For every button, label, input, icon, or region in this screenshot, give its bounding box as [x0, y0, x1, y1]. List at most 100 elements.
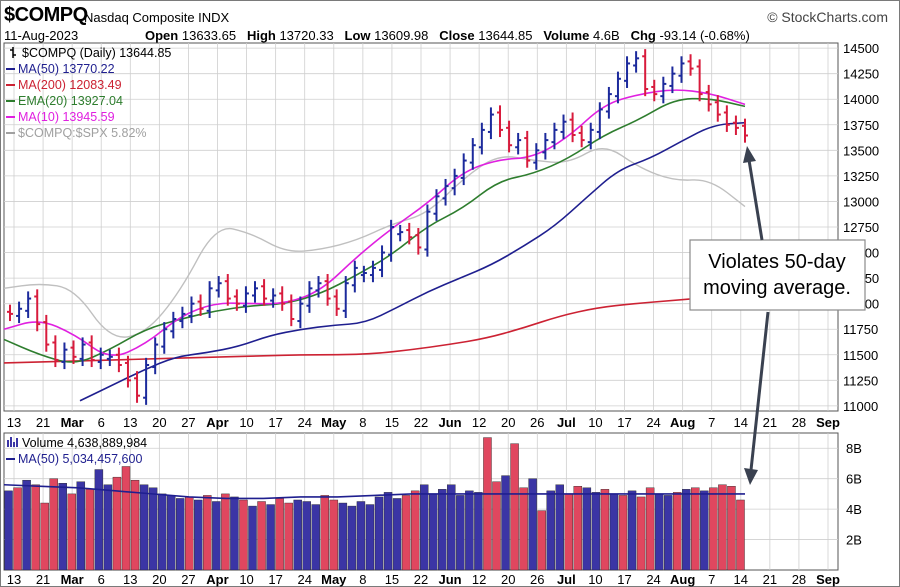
close-value: 13644.85 [478, 28, 533, 43]
arrow-up-head [743, 146, 756, 163]
volume-bar [609, 493, 619, 571]
volume-bar [492, 481, 501, 571]
annotation-line2: moving average. [703, 277, 851, 299]
date-tick-label: 21 [36, 415, 50, 430]
volume-bar [248, 505, 257, 571]
price-candle [696, 59, 703, 102]
volume-bar [103, 484, 113, 571]
date-tick-label: 27 [181, 572, 195, 587]
volume-bar [438, 489, 447, 571]
volume-bar [320, 495, 330, 571]
date-tick-label: Sep [816, 415, 840, 430]
volume-bar [112, 476, 122, 571]
price-candle [188, 296, 195, 324]
price-candle [415, 228, 422, 255]
price-candle [25, 291, 32, 318]
date-tick-label: 24 [297, 415, 311, 430]
volume-bar [618, 495, 628, 571]
date-tick-label: 7 [708, 572, 715, 587]
date-axis: 13 13 21 21 Mar Mar 6 6 13 13 20 20 27 27 Apr Apr 10 10 17… [7, 415, 840, 587]
volume-bar [221, 493, 230, 571]
open-value: 13633.65 [181, 28, 237, 43]
volume-bar [239, 499, 248, 571]
volume-tick-label: 4B [846, 502, 862, 517]
price-candle [61, 342, 68, 370]
volume-legend-icon [7, 437, 18, 447]
volume-bar [573, 486, 583, 571]
volume-bar [546, 490, 555, 571]
volume-bar [392, 498, 402, 571]
high-value: 13720.33 [279, 28, 334, 43]
volume-bar [302, 501, 311, 571]
volume-bar [212, 501, 221, 571]
date-tick-label: 28 [792, 572, 806, 587]
volume-bar [673, 492, 682, 571]
price-candle [297, 296, 304, 329]
stockcharts-credit[interactable]: © StockCharts.com [767, 9, 888, 25]
price-candle [34, 289, 41, 332]
volume-bar [257, 501, 266, 571]
arrow-up-line [747, 159, 764, 241]
date-tick-label: 22 [414, 572, 428, 587]
price-legend: $COMPQ (Daily) 13644.85 MA(50) 13770.22 … [6, 46, 171, 140]
annotation-callout: Violates 50-day moving average. [689, 146, 866, 485]
date-tick-label: 13 [123, 572, 137, 587]
price-candle [569, 112, 576, 143]
volume-bar [338, 502, 348, 571]
date-tick-label: 8 [359, 572, 366, 587]
change-label: Chg [630, 28, 656, 43]
volume-bar [682, 489, 691, 571]
price-candle [369, 260, 376, 283]
volume-bar [627, 490, 637, 571]
date-tick-label: 21 [763, 572, 777, 587]
price-candle [351, 260, 358, 293]
volume-bar [383, 492, 393, 571]
price-tick-label: 13000 [843, 194, 879, 209]
date-tick-label: 26 [530, 415, 544, 430]
volume-bar [275, 498, 284, 571]
volume-tick-label: 8B [846, 441, 862, 456]
legend-ema20: EMA(20) 13927.04 [18, 94, 123, 108]
volume-bar [185, 496, 194, 571]
price-candle [478, 122, 485, 155]
date-tick-label: Mar [61, 572, 84, 587]
volume-bar [591, 492, 601, 571]
price-candle [43, 314, 50, 352]
volume-bar [374, 496, 384, 571]
arrow-down-head [744, 468, 758, 485]
date-tick-label: Jun [439, 572, 462, 587]
price-candle [342, 276, 349, 318]
price-candle [451, 168, 458, 196]
price-candle [97, 347, 104, 370]
volume-bar [284, 502, 293, 571]
price-candle [315, 276, 322, 298]
open-label: Open [145, 28, 179, 43]
price-candle [170, 311, 177, 339]
price-tick-label: 13500 [843, 143, 879, 158]
date-tick-label: 24 [297, 572, 311, 587]
date-tick-label: 26 [530, 572, 544, 587]
ratio-line [3, 148, 746, 338]
volume-bar [636, 496, 646, 571]
date-tick-label: 21 [36, 572, 50, 587]
price-candle [487, 107, 494, 140]
price-candle [542, 132, 549, 160]
volume-bar [130, 479, 140, 571]
date-tick-label: 20 [152, 415, 166, 430]
price-tick-label: 11250 [843, 373, 878, 388]
legend-volume: Volume 4,638,889,984 [22, 436, 147, 450]
price-candle [433, 189, 440, 221]
date-tick-label: 17 [268, 572, 282, 587]
volume-bar [203, 495, 212, 571]
date-tick-label: 12 [472, 572, 486, 587]
volume-bar [501, 475, 510, 571]
price-candle [279, 286, 286, 311]
index-name: Nasdaq Composite INDX [84, 10, 230, 25]
date-tick-label: Jul [557, 415, 576, 430]
legend-candle-icon [10, 47, 16, 58]
price-candle [515, 132, 522, 155]
volume-bar [564, 493, 574, 571]
price-candle [469, 138, 476, 170]
price-tick-label: 13750 [843, 118, 879, 133]
volume-bar [76, 481, 86, 571]
